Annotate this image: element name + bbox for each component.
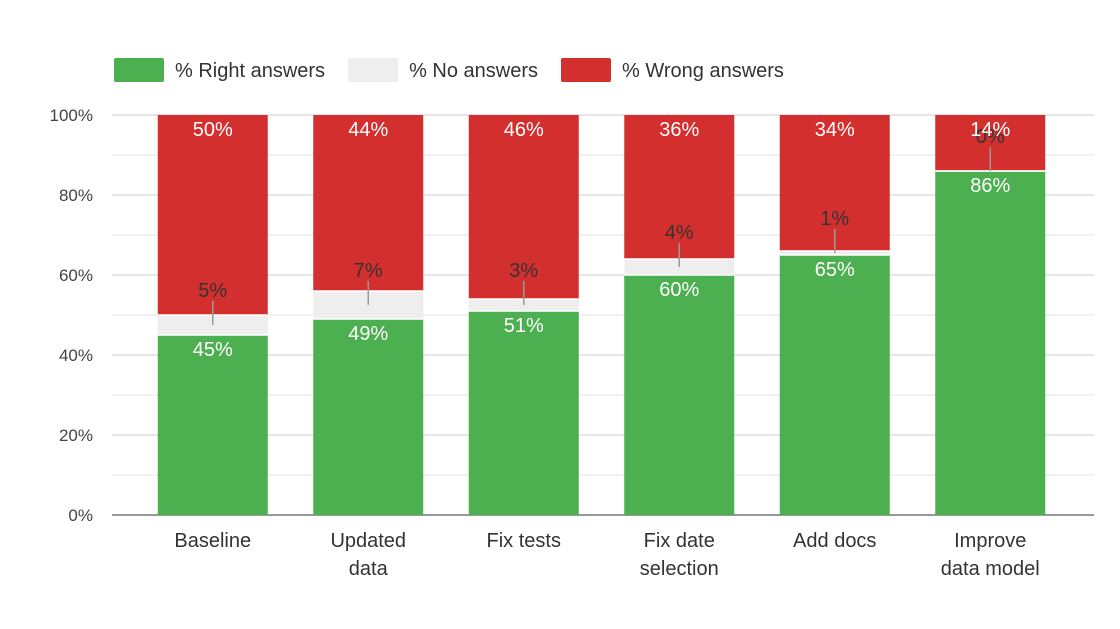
y-tick-label: 100%	[50, 106, 93, 125]
data-label: 44%	[348, 119, 388, 141]
x-tick-label: Add docs	[793, 530, 876, 552]
bar-segment-wrong-answers	[157, 115, 268, 315]
data-label: 86%	[970, 175, 1010, 197]
legend-swatch-no-answers	[348, 58, 399, 82]
bar-segment-right-answers	[779, 255, 890, 515]
data-label: 3%	[509, 260, 538, 282]
y-tick-label: 0%	[68, 506, 93, 525]
x-tick-label: Improve data model	[941, 530, 1040, 580]
x-tick-label: Fix date selection	[640, 530, 719, 580]
data-label: 49%	[348, 323, 388, 345]
data-label: 1%	[820, 208, 849, 230]
bar-segment-wrong-answers	[313, 115, 424, 291]
data-label: 7%	[354, 260, 383, 282]
data-label: 5%	[198, 280, 227, 302]
data-label: 4%	[665, 222, 694, 244]
x-axis-tick-labels: Baseline Updated data Fix tests Fix date sele…	[174, 530, 1039, 580]
legend: % Right answers % No answers % Wrong answe…	[114, 58, 784, 82]
data-labels: 45% 5% 50% 49% 7% 44% 51% 3% 46% 60% 4% 36% 65% 1% 34%…	[193, 119, 1011, 361]
bar-segment-right-answers	[157, 335, 268, 515]
x-tick-label: Fix tests	[487, 530, 561, 552]
legend-label: % Wrong answers	[622, 60, 784, 82]
legend-label: % Right answers	[175, 60, 325, 82]
data-label: 14%	[970, 119, 1010, 141]
legend-label: % No answers	[409, 60, 538, 82]
bar-segment-right-answers	[313, 319, 424, 515]
y-tick-label: 80%	[59, 186, 93, 205]
data-label: 0%	[976, 126, 1005, 148]
y-axis-tick-labels: 0% 20% 40% 60% 80% 100%	[50, 106, 93, 525]
data-label: 65%	[815, 259, 855, 281]
y-tick-label: 20%	[59, 426, 93, 445]
data-label: 60%	[659, 279, 699, 301]
data-label: 50%	[193, 119, 233, 141]
x-tick-label: Updated data	[330, 530, 406, 580]
x-tick-label: Baseline	[174, 530, 251, 552]
bars	[157, 115, 1046, 515]
data-label: 46%	[504, 119, 544, 141]
data-label: 45%	[193, 339, 233, 361]
bar-segment-right-answers	[624, 275, 735, 515]
y-tick-label: 40%	[59, 346, 93, 365]
legend-swatch-right-answers	[114, 58, 164, 82]
y-tick-label: 60%	[59, 266, 93, 285]
grid-lines	[112, 114, 1094, 516]
bar-segment-wrong-answers	[624, 115, 735, 259]
legend-swatch-wrong-answers	[561, 58, 611, 82]
bar-segment-right-answers	[935, 171, 1046, 515]
data-label: 34%	[815, 119, 855, 141]
data-label: 36%	[659, 119, 699, 141]
data-label: 51%	[504, 315, 544, 337]
bar-segment-wrong-answers	[468, 115, 579, 299]
bar-segment-wrong-answers	[779, 115, 890, 251]
bar-segment-right-answers	[468, 311, 579, 515]
